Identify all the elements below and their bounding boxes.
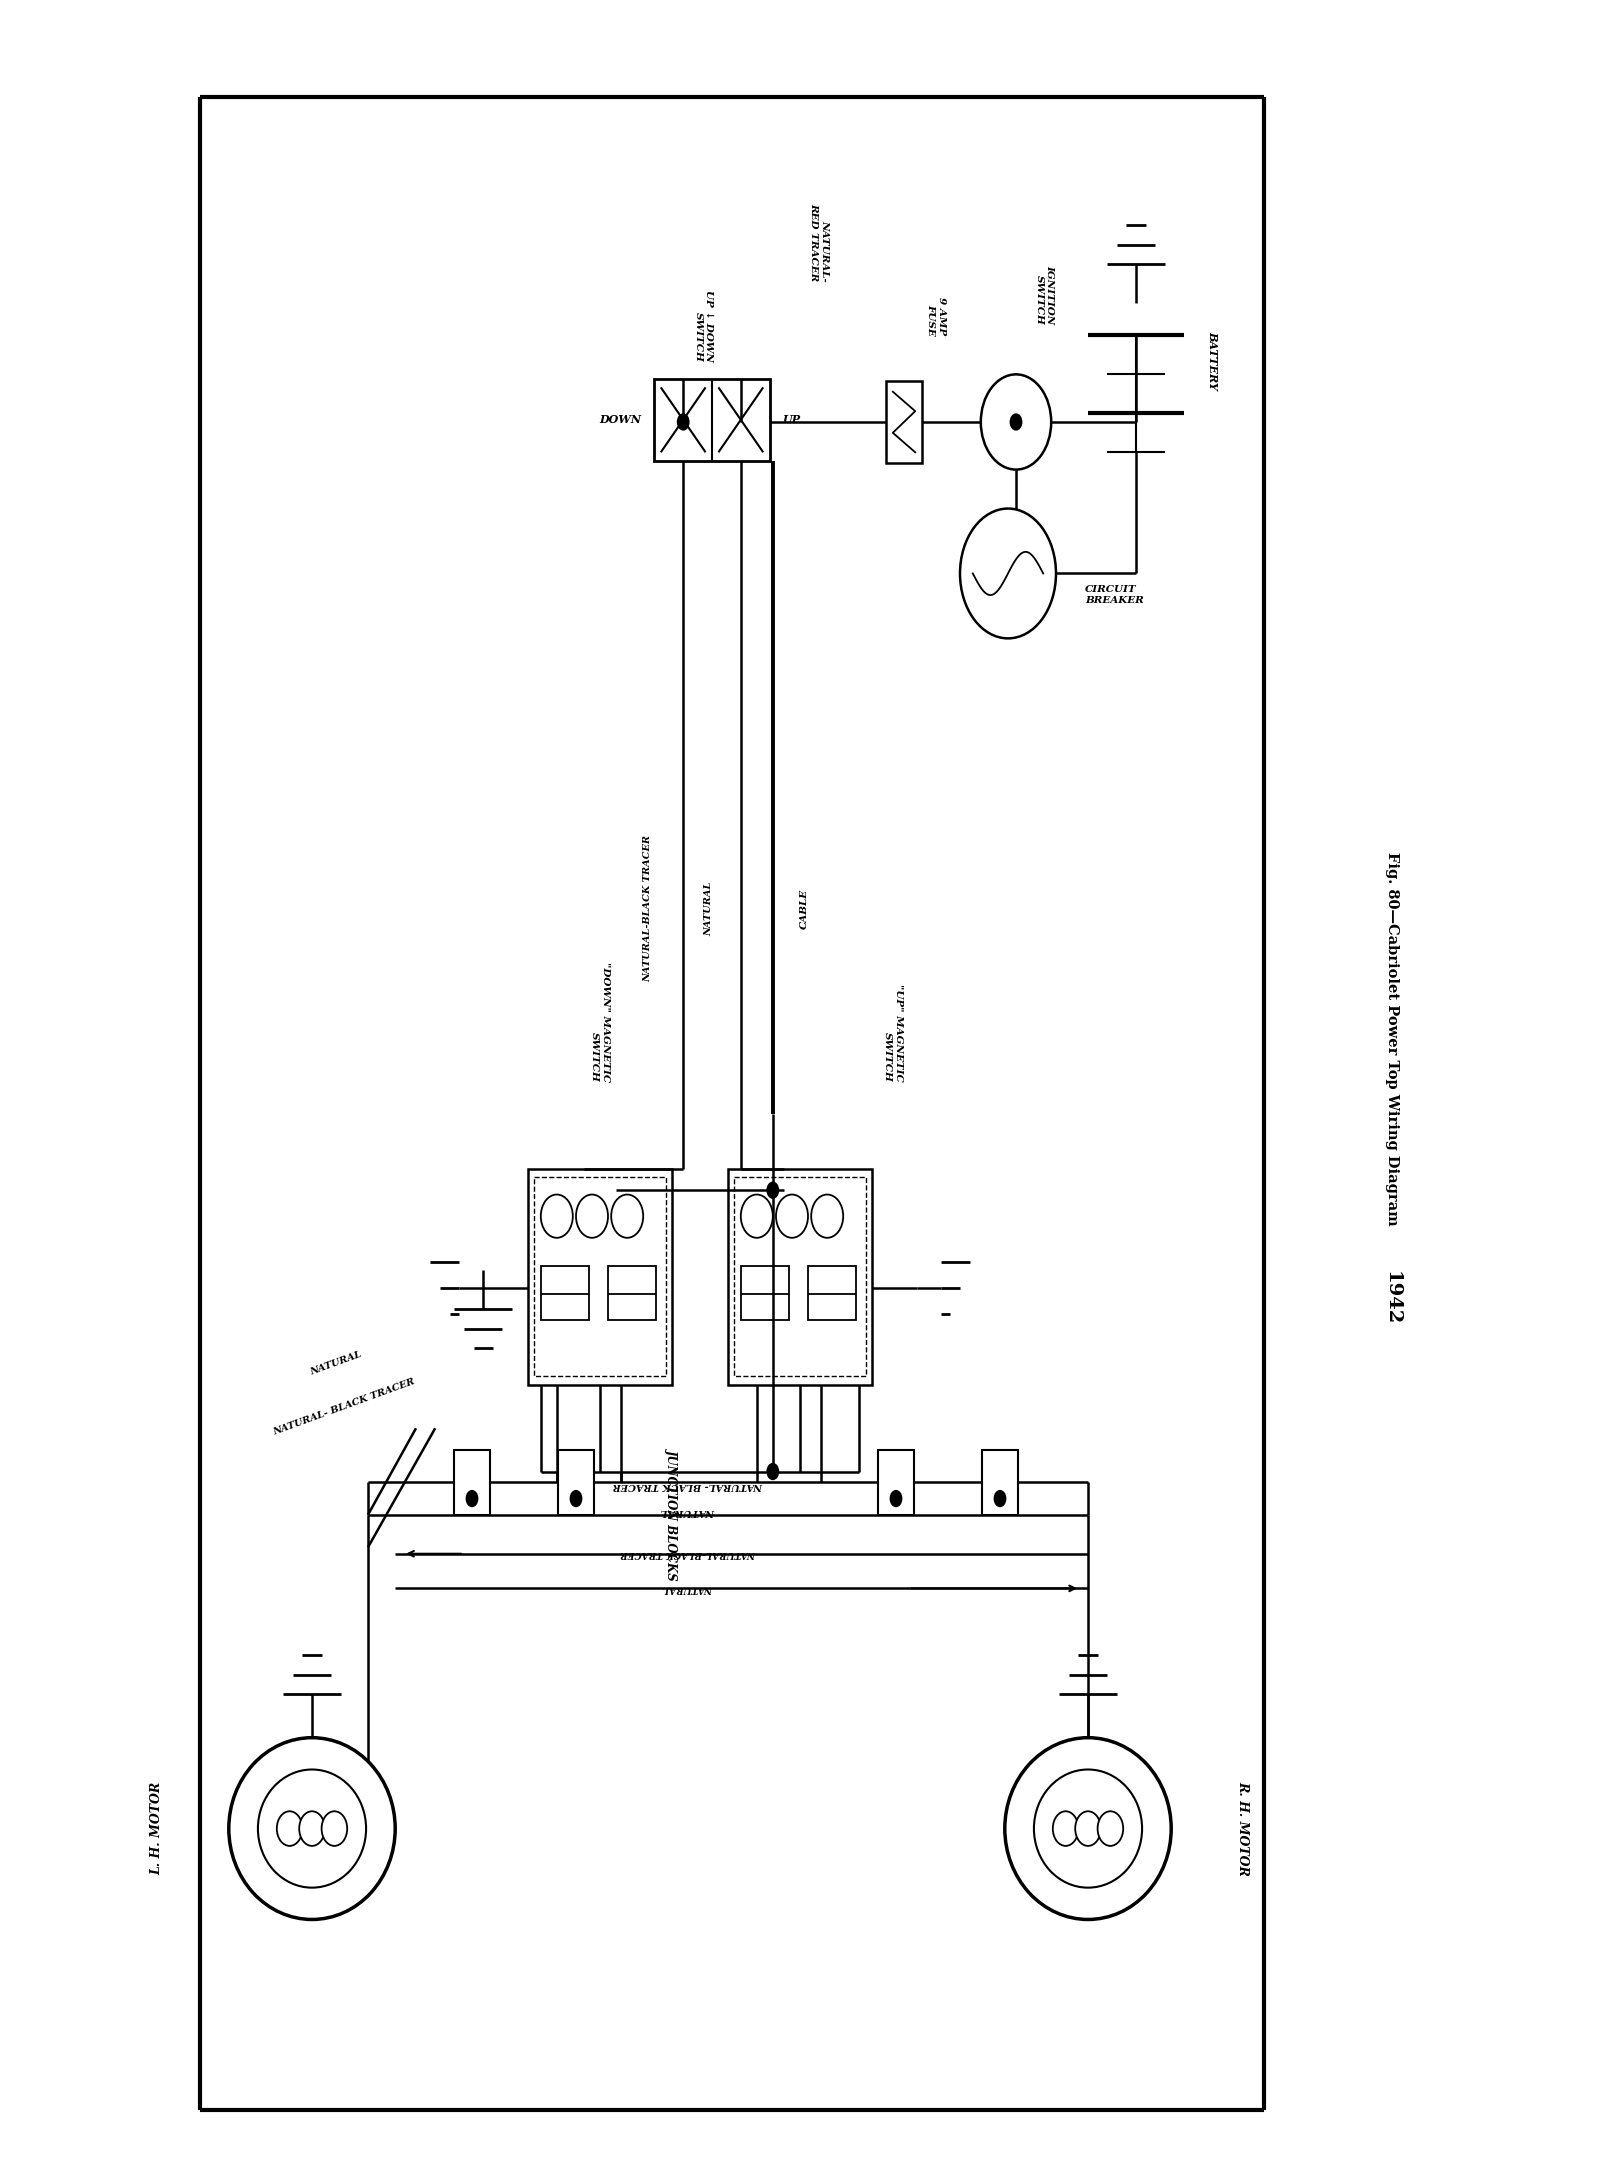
Circle shape — [994, 1491, 1006, 1508]
Bar — [534, 1177, 666, 1376]
Circle shape — [570, 1491, 582, 1508]
Circle shape — [960, 509, 1056, 638]
Circle shape — [741, 1195, 773, 1238]
Text: NATURAL: NATURAL — [662, 1584, 714, 1593]
Ellipse shape — [258, 1770, 366, 1887]
Circle shape — [776, 1195, 808, 1238]
Text: NATURAL: NATURAL — [309, 1350, 363, 1376]
Text: L. H. MOTOR: L. H. MOTOR — [150, 1781, 163, 1876]
Bar — [734, 1177, 866, 1376]
Text: CABLE: CABLE — [800, 889, 810, 928]
Circle shape — [766, 1463, 779, 1480]
Bar — [878, 1450, 914, 1515]
Circle shape — [466, 1491, 478, 1508]
Text: R. H. MOTOR: R. H. MOTOR — [1237, 1781, 1250, 1876]
Circle shape — [576, 1195, 608, 1238]
Circle shape — [322, 1811, 347, 1846]
Circle shape — [1010, 413, 1022, 431]
Text: "DOWN" MAGNETIC
SWITCH: "DOWN" MAGNETIC SWITCH — [590, 961, 610, 1082]
Circle shape — [766, 1182, 779, 1199]
Text: NATURAL- BLACK TRACER: NATURAL- BLACK TRACER — [613, 1480, 763, 1491]
Bar — [741, 1266, 789, 1320]
Bar — [454, 1450, 490, 1515]
Text: DOWN: DOWN — [600, 413, 642, 426]
Circle shape — [890, 1491, 902, 1508]
Bar — [886, 381, 922, 463]
Text: 1942: 1942 — [1382, 1270, 1402, 1327]
Circle shape — [811, 1195, 843, 1238]
Text: NATURAL-
RED TRACER: NATURAL- RED TRACER — [810, 203, 829, 281]
Bar — [558, 1450, 594, 1515]
Text: Fig. 80—Cabriolet Power Top Wiring Diagram: Fig. 80—Cabriolet Power Top Wiring Diagr… — [1386, 853, 1398, 1225]
Text: "UP" MAGNETIC
SWITCH: "UP" MAGNETIC SWITCH — [883, 985, 902, 1082]
Bar — [728, 1169, 872, 1385]
Bar — [608, 1266, 656, 1320]
Bar — [982, 1450, 1018, 1515]
Text: JUNCTION BLOCKS: JUNCTION BLOCKS — [666, 1448, 678, 1580]
Text: NATURAL: NATURAL — [704, 881, 714, 937]
Circle shape — [1098, 1811, 1123, 1846]
Text: CIRCUIT
BREAKER: CIRCUIT BREAKER — [1085, 586, 1144, 604]
Ellipse shape — [1034, 1770, 1142, 1887]
Text: NATURAL-BLACK TRACER: NATURAL-BLACK TRACER — [643, 835, 653, 982]
Circle shape — [1075, 1811, 1101, 1846]
Text: 9 AMP
FUSE: 9 AMP FUSE — [926, 296, 946, 335]
Bar — [808, 1266, 856, 1320]
Text: UP ↓ DOWN
SWITCH: UP ↓ DOWN SWITCH — [694, 290, 714, 361]
Circle shape — [677, 413, 690, 431]
Bar — [541, 1266, 589, 1320]
Text: NATURAL-BLACK TRACER: NATURAL-BLACK TRACER — [621, 1549, 755, 1558]
Ellipse shape — [1005, 1738, 1171, 1919]
Circle shape — [1053, 1811, 1078, 1846]
Circle shape — [541, 1195, 573, 1238]
Text: NATURAL- BLACK TRACER: NATURAL- BLACK TRACER — [272, 1376, 416, 1437]
Text: NATURAL: NATURAL — [661, 1506, 715, 1517]
Bar — [654, 379, 770, 461]
Text: BATTERY: BATTERY — [1208, 331, 1218, 390]
Ellipse shape — [229, 1738, 395, 1919]
Bar — [528, 1169, 672, 1385]
Circle shape — [277, 1811, 302, 1846]
Text: UP: UP — [782, 413, 800, 426]
Circle shape — [299, 1811, 325, 1846]
Text: IGNITION
SWITCH: IGNITION SWITCH — [1035, 266, 1054, 325]
Circle shape — [611, 1195, 643, 1238]
Circle shape — [981, 374, 1051, 470]
